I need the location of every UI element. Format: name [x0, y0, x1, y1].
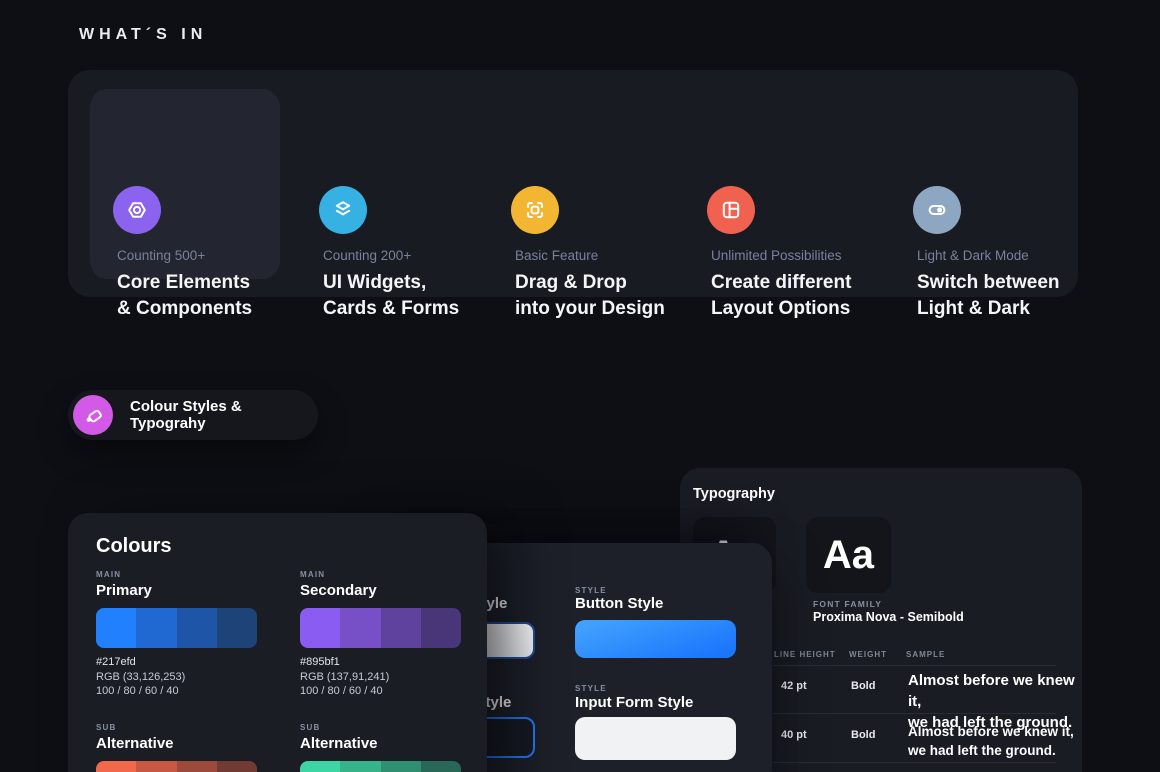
colour-styles-typography-pill[interactable]: Colour Styles & Typograhy: [68, 390, 318, 440]
feature-caption: Basic Feature: [515, 248, 599, 263]
colour-name: Primary: [96, 582, 152, 599]
swatch: [340, 608, 381, 648]
feature-light-dark: Light & Dark Mode Switch between Light &…: [913, 186, 1107, 322]
typography-title: Typography: [693, 486, 775, 502]
table-row-weight: Bold: [851, 680, 876, 692]
colour-kicker: MAIN: [96, 570, 122, 579]
colour-kicker: SUB: [96, 723, 117, 732]
feature-title: Switch between Light & Dark: [917, 272, 1060, 319]
swatch: [420, 761, 461, 772]
feature-title: Create different Layout Options: [711, 272, 852, 319]
table-separator: [773, 762, 1056, 763]
feature-caption: Light & Dark Mode: [917, 248, 1029, 263]
table-row-line-height: 40 pt: [781, 729, 807, 741]
swatch-bar: [96, 761, 257, 772]
eraser-icon: [73, 395, 113, 435]
feature-title: Drag & Drop into your Design: [515, 272, 665, 319]
layers-icon: [319, 186, 367, 234]
style-kicker: STYLE: [575, 586, 607, 595]
swatch-bar: [300, 608, 461, 648]
font-family-name: Proxima Nova - Semibold: [813, 610, 964, 624]
table-row-weight: Bold: [851, 729, 876, 741]
input-style-label: Input Form Style: [575, 694, 694, 711]
table-row-sample: Almost before we knew it, we had left th…: [908, 672, 1075, 731]
colour-hex: #895bf1: [300, 656, 340, 668]
swatch: [136, 608, 177, 648]
feature-layout-options: Unlimited Possibilities Create different…: [707, 186, 901, 322]
sample-input-light[interactable]: [575, 717, 736, 760]
font-sample-tile-2: Aa: [806, 517, 891, 593]
layout-icon: [707, 186, 755, 234]
features-panel: Counting 500+ Core Elements & Components…: [68, 70, 1078, 319]
feature-ui-widgets: Counting 200+ UI Widgets, Cards & Forms: [319, 186, 513, 322]
swatch: [96, 608, 137, 648]
colour-group-secondary: MAIN Secondary #895bf1 RGB (137,91,241) …: [300, 570, 461, 699]
feature-caption: Counting 500+: [117, 248, 206, 263]
table-separator: [773, 713, 1056, 714]
colour-name: Alternative: [300, 735, 378, 752]
colour-kicker: SUB: [300, 723, 321, 732]
table-separator: [773, 665, 1056, 666]
swatch: [300, 608, 341, 648]
swatch: [380, 761, 421, 772]
swatch-bar: [96, 608, 257, 648]
feature-drag-drop: Basic Feature Drag & Drop into your Desi…: [511, 186, 705, 322]
feature-card-highlight: [90, 89, 280, 279]
table-row-line-height: 42 pt: [781, 680, 807, 692]
swatch: [176, 761, 217, 772]
toggle-icon: [913, 186, 961, 234]
swatch: [216, 608, 257, 648]
colours-title: Colours: [96, 535, 172, 557]
feature-caption: Counting 200+: [323, 248, 412, 263]
pill-label: Colour Styles & Typograhy: [130, 398, 242, 432]
swatch: [136, 761, 177, 772]
swatch-bar: [300, 761, 461, 772]
colour-hex: #217efd: [96, 656, 136, 668]
section-heading: WHAT´S IN: [79, 26, 208, 43]
table-header-line-height: LINE HEIGHT: [774, 650, 836, 659]
swatch: [380, 608, 421, 648]
swatch: [216, 761, 257, 772]
nut-icon: [113, 186, 161, 234]
feature-caption: Unlimited Possibilities: [711, 248, 842, 263]
colours-card: Colours MAIN Primary #217efd RGB (33,126…: [68, 513, 487, 772]
colour-rgb: RGB (137,91,241): [300, 670, 390, 683]
swatch: [340, 761, 381, 772]
colour-group-primary: MAIN Primary #217efd RGB (33,126,253) 10…: [96, 570, 257, 699]
colour-rgb: RGB (33,126,253): [96, 670, 186, 683]
sample-button-blue[interactable]: [575, 620, 736, 658]
colour-opacity: 100 / 80 / 60 / 40: [96, 685, 179, 697]
colour-name: Alternative: [96, 735, 174, 752]
colour-opacity: 100 / 80 / 60 / 40: [300, 685, 383, 697]
colour-group-alternative-green: SUB Alternative: [300, 723, 461, 772]
feature-title: UI Widgets, Cards & Forms: [323, 272, 460, 319]
colour-group-alternative-warm: SUB Alternative: [96, 723, 257, 772]
colour-name: Secondary: [300, 582, 377, 599]
swatch: [420, 608, 461, 648]
table-header-weight: WEIGHT: [849, 650, 887, 659]
capture-icon: [511, 186, 559, 234]
swatch: [96, 761, 137, 772]
table-row-sample: Almost before we knew it, we had left th…: [908, 724, 1074, 758]
table-header-sample: SAMPLE: [906, 650, 946, 659]
swatch: [300, 761, 341, 772]
button-style-label: Button Style: [575, 595, 664, 612]
style-kicker: STYLE: [575, 684, 607, 693]
font-family-kicker: FONT FAMILY: [813, 599, 883, 609]
feature-title: Core Elements & Components: [117, 272, 253, 319]
feature-core-elements: Counting 500+ Core Elements & Components: [113, 186, 307, 322]
swatch: [176, 608, 217, 648]
colour-kicker: MAIN: [300, 570, 326, 579]
